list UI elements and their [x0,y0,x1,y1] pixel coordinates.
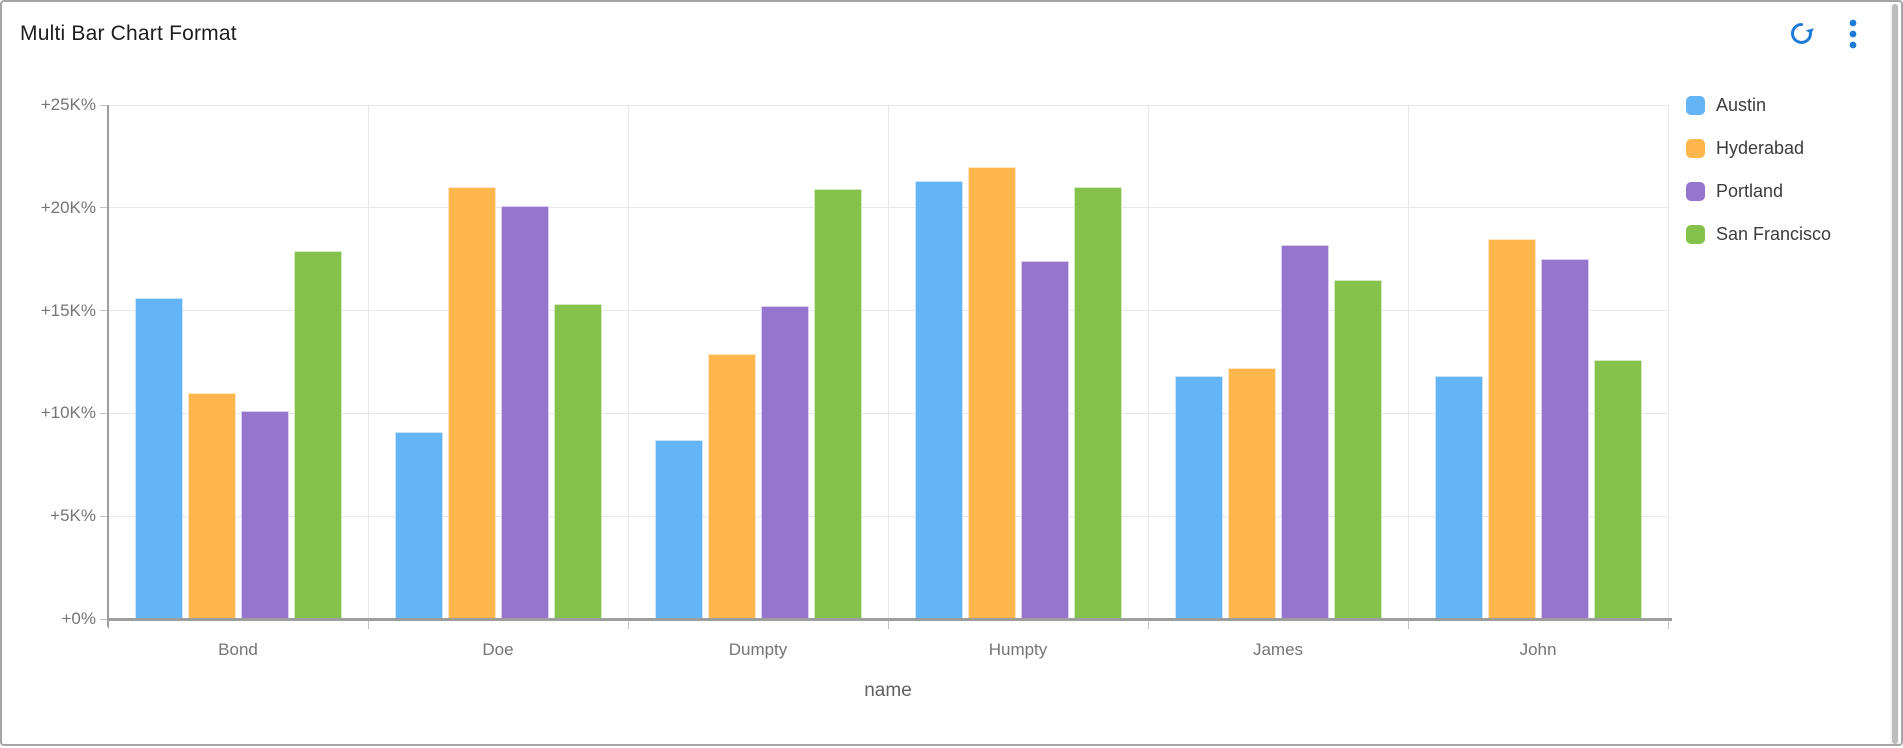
bar-san-francisco-james[interactable] [1333,279,1382,619]
x-axis-line [108,618,1672,621]
scrollbar-track[interactable] [1890,4,1899,744]
more-options-button[interactable] [1836,18,1870,52]
y-tick-label: +10K% [40,403,96,423]
bar-hyderabad-james[interactable] [1227,368,1276,619]
legend-label-austin: Austin [1716,94,1767,115]
y-axis-line [107,105,109,627]
bar-hyderabad-john[interactable] [1487,238,1536,619]
gridline-vertical [627,105,629,619]
y-axis-tick [100,618,108,620]
x-axis-title: name [864,680,912,701]
bar-austin-john[interactable] [1434,376,1483,619]
y-tick-label: +15K% [40,300,96,320]
bar-austin-bond[interactable] [134,298,183,619]
bar-san-francisco-doe[interactable] [553,304,602,619]
y-axis-tick [100,412,108,414]
bar-austin-doe[interactable] [394,431,443,619]
legend-item-austin[interactable]: Austin [1686,94,1831,116]
gridline-vertical [1667,105,1669,619]
x-tick-label-humpty: Humpty [988,640,1048,659]
y-tick-label: +0% [61,609,97,628]
x-tick-label-john: John [1519,640,1557,659]
gridline-vertical [367,105,369,619]
chart-title: Multi Bar Chart Format [20,22,237,45]
refresh-icon [1788,20,1815,50]
bar-austin-dumpty[interactable] [654,440,703,619]
bar-hyderabad-bond[interactable] [187,392,236,619]
y-tick-label: +20K% [40,197,96,217]
x-tick-label-bond: Bond [218,640,258,659]
y-tick-label: +25K% [40,95,96,114]
legend-item-san-francisco[interactable]: San Francisco [1686,223,1831,245]
legend-item-hyderabad[interactable]: Hyderabad [1686,137,1831,159]
legend-item-portland[interactable]: Portland [1686,180,1831,202]
x-axis-tick [887,620,889,629]
legend-swatch-austin [1686,95,1705,115]
x-tick-label-james: James [1252,640,1304,659]
bar-portland-doe[interactable] [500,205,549,619]
x-tick-label-doe: Doe [482,640,514,659]
bar-portland-james[interactable] [1280,244,1329,619]
chart-legend: Austin Hyderabad Portland San Francisco [1686,94,1831,266]
x-axis-tick [1147,620,1149,629]
bar-san-francisco-humpty[interactable] [1073,187,1122,619]
bar-san-francisco-dumpty[interactable] [813,189,862,619]
gridline-vertical [887,105,889,619]
legend-swatch-hyderabad [1686,138,1705,158]
refresh-button[interactable] [1784,18,1818,52]
gridline-vertical [1147,105,1149,619]
legend-swatch-portland [1686,181,1705,201]
y-axis-tick [100,515,108,517]
bar-portland-bond[interactable] [240,411,289,619]
card-header: Multi Bar Chart Format [2,2,1901,66]
scrollbar-thumb[interactable] [1892,4,1898,744]
gridline-vertical [1407,105,1409,619]
x-tick-label-dumpty: Dumpty [728,640,788,659]
bar-hyderabad-doe[interactable] [447,187,496,619]
x-axis-tick [1407,620,1409,629]
bar-portland-dumpty[interactable] [760,306,809,619]
kebab-menu-icon [1849,19,1857,52]
bar-austin-humpty[interactable] [914,181,963,619]
y-axis-tick [100,310,108,312]
y-tick-label: +5K% [50,506,96,526]
legend-label-san-francisco: San Francisco [1716,223,1832,244]
legend-swatch-san-francisco [1686,224,1705,244]
x-axis-tick [627,620,629,629]
bar-portland-john[interactable] [1540,259,1589,619]
bar-portland-humpty[interactable] [1020,261,1069,619]
bar-austin-james[interactable] [1174,376,1223,619]
y-axis-tick [100,104,108,106]
bar-san-francisco-bond[interactable] [293,250,342,619]
legend-label-hyderabad: Hyderabad [1716,137,1805,158]
x-axis-tick [1667,620,1669,629]
bar-hyderabad-humpty[interactable] [967,166,1016,619]
legend-label-portland: Portland [1716,180,1784,201]
bar-san-francisco-john[interactable] [1593,359,1642,619]
y-axis-tick [100,207,108,209]
bar-hyderabad-dumpty[interactable] [707,353,756,619]
x-axis-tick [367,620,369,629]
